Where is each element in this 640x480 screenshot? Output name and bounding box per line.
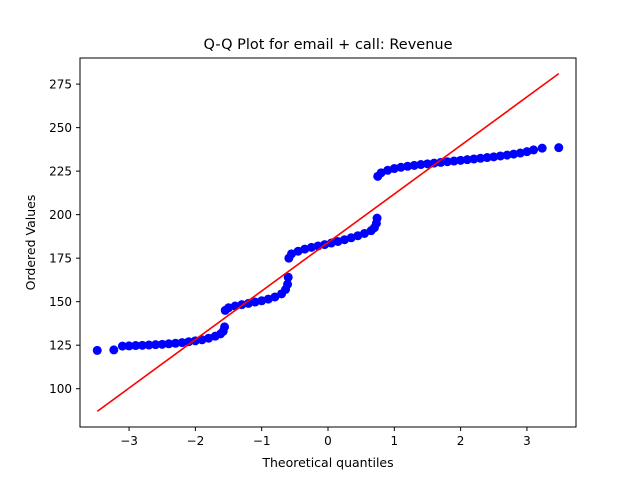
x-axis-label: Theoretical quantiles [261,455,393,470]
qq-point [476,153,486,163]
x-tick-label: 1 [390,434,398,448]
qq-point [184,337,194,347]
qq-point [157,339,167,349]
qq-point [469,154,479,164]
qq-point [283,279,293,289]
reference-line [96,73,560,412]
y-tick-label: 125 [49,338,72,352]
qq-point [177,338,187,348]
qq-point [109,345,119,355]
x-tick-label: −1 [253,434,271,448]
qq-point [389,164,399,174]
qq-point [442,157,452,167]
fit-line-layer [96,73,560,412]
chart-title: Q-Q Plot for email + call: Revenue [204,37,453,53]
qq-point [482,153,492,163]
qq-point [403,161,413,171]
y-tick-label: 275 [49,77,72,91]
qq-point [396,162,406,172]
qq-point [250,297,260,307]
qq-point [117,341,127,351]
x-tick-label: 0 [324,434,332,448]
y-tick-label: 175 [49,251,72,265]
qq-point [283,272,293,282]
qq-point [429,158,439,168]
y-tick-label: 200 [49,208,72,222]
y-tick-label: 100 [49,382,72,396]
qq-point [220,322,230,332]
qq-point [92,345,102,355]
qq-point [131,341,141,351]
x-tick-label: 2 [457,434,465,448]
qq-point [416,160,426,170]
qq-point [164,339,174,349]
y-axis-ticks: 100 125 150 175 200 225 250 275 [49,77,80,396]
qq-point [529,145,539,155]
qq-point [449,156,459,166]
x-tick-label: −2 [187,434,205,448]
x-tick-label: −3 [120,434,138,448]
qq-point [409,160,419,170]
y-axis-label: Ordered Values [23,195,38,291]
qq-point [462,155,472,165]
qq-point [502,150,512,160]
y-tick-label: 250 [49,121,72,135]
qq-point [151,340,161,350]
qq-point [372,213,382,223]
qq-point [554,143,564,153]
qq-point [495,151,505,161]
qq-point [537,143,547,153]
qq-point [509,149,519,159]
qq-point [137,340,147,350]
y-tick-label: 150 [49,295,72,309]
x-tick-label: 3 [523,434,531,448]
qq-point [144,340,154,350]
y-tick-label: 225 [49,164,72,178]
qq-point [456,155,466,165]
qq-point [422,159,432,169]
x-axis-ticks: −3 −2 −1 0 1 2 3 [120,427,531,448]
qq-point [436,157,446,167]
qq-point [124,341,134,351]
qq-point [170,338,180,348]
qq-point [489,152,499,162]
